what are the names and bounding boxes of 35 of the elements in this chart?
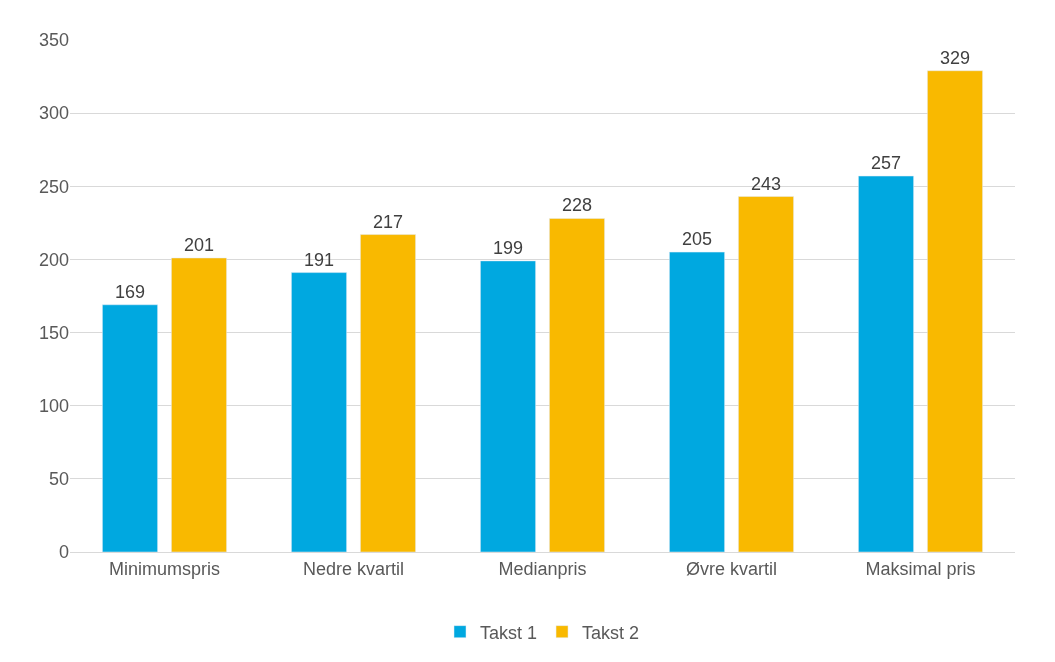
bar [360, 234, 416, 552]
data-label: 257 [870, 153, 902, 174]
bar [102, 304, 158, 552]
data-label: 329 [939, 47, 971, 68]
bar [738, 196, 794, 552]
x-tick-label: Nedre kvartil [302, 558, 405, 579]
y-tick-label: 50 [48, 469, 69, 490]
legend-label: Takst 1 [480, 622, 538, 643]
legend-label: Takst 2 [582, 622, 640, 643]
bar [171, 257, 227, 552]
data-label: 217 [372, 211, 404, 232]
y-tick-label: 250 [38, 176, 69, 197]
y-tick-label: 300 [38, 103, 69, 124]
bar [549, 218, 605, 552]
data-label: 205 [681, 229, 713, 250]
x-tick-label: Medianpris [498, 558, 587, 579]
bar [858, 175, 914, 552]
bar [927, 70, 983, 552]
bar [669, 251, 725, 552]
y-tick-label: 350 [38, 30, 69, 51]
data-label: 201 [183, 234, 215, 255]
data-label: 191 [303, 249, 335, 270]
x-tick-label: Minimumspris [108, 558, 221, 579]
y-tick-label: 100 [38, 396, 69, 417]
data-label: 243 [750, 173, 782, 194]
x-tick-label: Maksimal pris [865, 558, 976, 579]
x-tick-label: Øvre kvartil [685, 558, 778, 579]
y-tick-label: 150 [38, 322, 69, 343]
y-tick-label: 0 [58, 542, 69, 563]
data-label: 199 [492, 237, 524, 258]
data-label: 228 [561, 195, 593, 216]
data-label: 169 [114, 281, 146, 302]
bar [291, 272, 347, 552]
bar [480, 260, 536, 552]
y-tick-label: 200 [38, 249, 69, 270]
